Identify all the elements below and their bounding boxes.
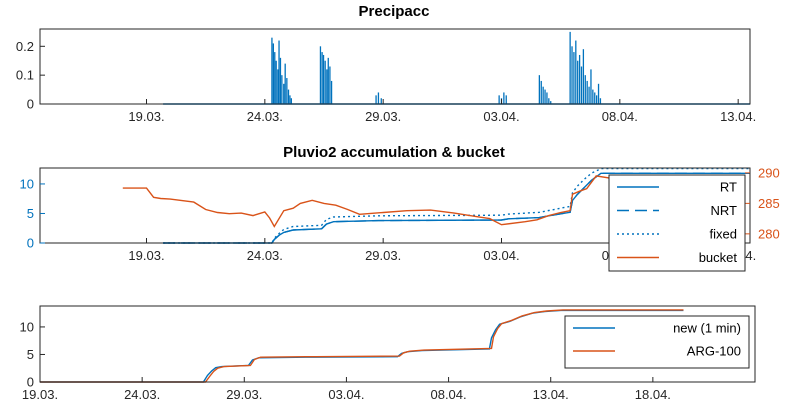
precipacc-bars <box>163 31 750 105</box>
precipacc-ytick-label-2: 0.2 <box>16 39 34 54</box>
comparison-ytick-label-0: 0 <box>27 375 34 390</box>
pluvio2-legend: RT NRT fixed bucket <box>608 174 746 272</box>
comparison-xtick-label-3: 03.04. <box>328 387 364 402</box>
comparison-xtick-label-5: 13.04. <box>533 387 569 402</box>
pluvio2-ytick-label-2: 10 <box>20 176 34 191</box>
precipacc-xtick-label-5: 13.04. <box>720 109 756 124</box>
pluvio2-legend-label-1: NRT <box>711 203 738 218</box>
pluvio2-title: Pluvio2 accumulation & bucket <box>283 144 505 161</box>
comparison-lines <box>40 309 684 383</box>
precipacc-xtick-label-4: 08.04. <box>602 109 638 124</box>
pluvio2-xtick-label-1: 24.03. <box>247 248 283 263</box>
comparison-axes-box <box>39 305 756 383</box>
pluvio2-axes-box <box>39 167 751 244</box>
comparison-xtick-label-1: 24.03. <box>124 387 160 402</box>
pluvio2-ytick-right-label-0: 280 <box>758 226 780 241</box>
comparison-ytick-label-1: 5 <box>27 347 34 362</box>
precipacc-xtick-label-2: 29.03. <box>365 109 401 124</box>
precipacc-axes-box <box>39 28 751 105</box>
precipacc-ytick-label-1: 0.1 <box>16 68 34 83</box>
comparison-legend: new (1 min) ARG-100 <box>564 315 750 369</box>
comparison-y-ticks: 0 5 10 <box>20 319 45 390</box>
pluvio2-series-bucket <box>122 175 668 228</box>
precipacc-xtick-label-1: 24.03. <box>247 109 283 124</box>
pluvio2-y-ticks-left: 0 5 10 <box>20 176 45 251</box>
comparison-xtick-label-6: 18.04. <box>635 387 671 402</box>
pluvio2-ytick-label-1: 5 <box>27 206 34 221</box>
comparison-xtick-label-0: 19.03. <box>22 387 58 402</box>
comparison-xtick-label-2: 29.03. <box>226 387 262 402</box>
pluvio2-legend-label-0: RT <box>720 180 737 195</box>
pluvio2-xtick-label-3: 03.04. <box>483 248 519 263</box>
pluvio2-y-ticks-right: 280 285 290 <box>745 165 780 241</box>
pluvio2-xtick-label-0: 19.03. <box>128 248 164 263</box>
precipacc-y-ticks: 0 0.1 0.2 <box>16 39 45 112</box>
pluvio2-ytick-right-label-1: 285 <box>758 196 780 211</box>
precipacc-ytick-label-0: 0 <box>27 97 34 112</box>
pluvio2-legend-box <box>608 174 746 272</box>
comparison-legend-label-0: new (1 min) <box>673 321 741 336</box>
comparison-panel: 0 5 10 19.03. 24.03. 29.03. 03.04. 08.04. 13.04… <box>20 305 756 402</box>
pluvio2-legend-label-3: bucket <box>699 250 738 265</box>
precipacc-xtick-label-0: 19.03. <box>128 109 164 124</box>
precipacc-panel: Precipacc 0 0.1 0.2 19.03. 24.03. 29.03. 03.0… <box>16 3 756 124</box>
comparison-ytick-label-2: 10 <box>20 319 34 334</box>
comparison-legend-box <box>564 315 750 369</box>
precipacc-title: Precipacc <box>359 3 430 20</box>
comparison-legend-label-1: ARG-100 <box>687 344 741 359</box>
pluvio2-series-fixed <box>163 167 750 244</box>
pluvio2-ytick-right-label-2: 290 <box>758 165 780 180</box>
comparison-xtick-label-4: 08.04. <box>430 387 466 402</box>
precipacc-x-ticks: 19.03. 24.03. 29.03. 03.04. 08.04. 13.04. <box>128 99 756 124</box>
pluvio2-lines <box>122 167 750 244</box>
comparison-series-arg-100 <box>40 309 684 383</box>
comparison-x-ticks: 19.03. 24.03. 29.03. 03.04. 08.04. 13.04. 18.0… <box>22 377 756 402</box>
pluvio2-legend-label-2: fixed <box>710 227 737 242</box>
pluvio2-xtick-label-2: 29.03. <box>365 248 401 263</box>
precipacc-xtick-label-3: 03.04. <box>483 109 519 124</box>
pluvio2-ytick-label-0: 0 <box>27 236 34 251</box>
